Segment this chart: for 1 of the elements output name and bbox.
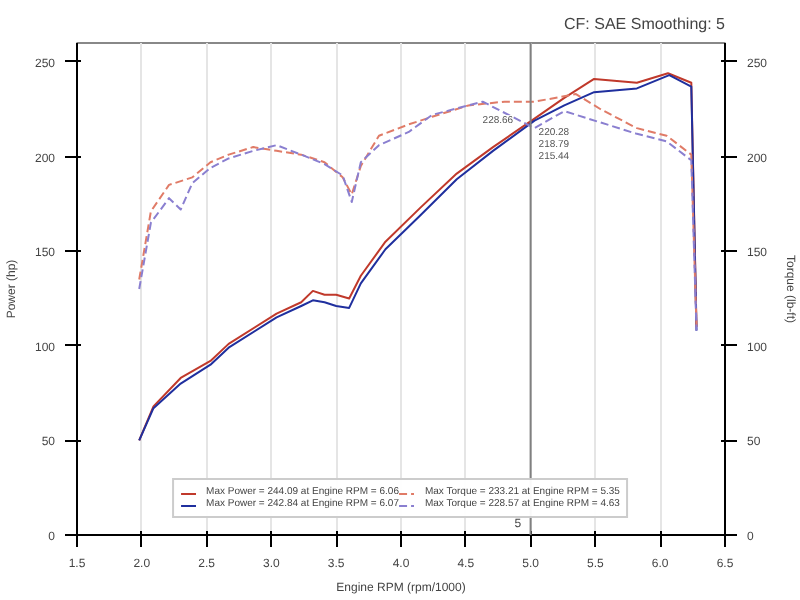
chart-subtitle: CF: SAE Smoothing: 5 xyxy=(564,15,727,33)
